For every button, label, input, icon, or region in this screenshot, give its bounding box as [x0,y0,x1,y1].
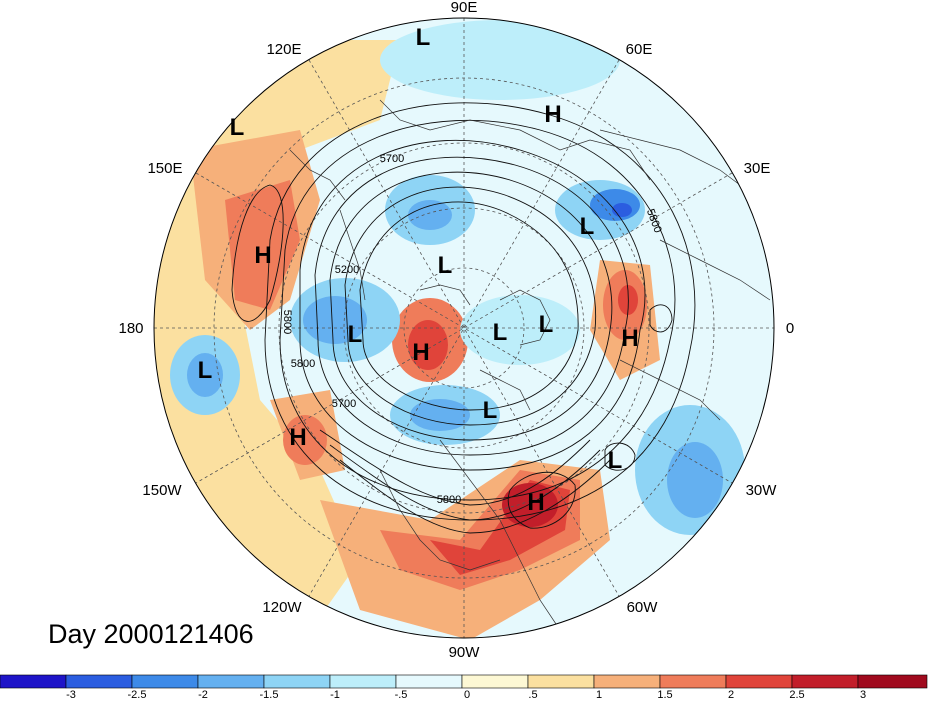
colorbar-tick-label: 2 [727,689,735,701]
pressure-system-marker: L [230,114,245,141]
colorbar-tick-label: 1 [595,689,603,701]
colorbar-swatch [263,674,331,689]
colorbar-tick-label: -1 [330,689,340,701]
colorbar [0,674,928,689]
pressure-system-marker: L [580,213,595,240]
pressure-system-marker: L [438,252,453,279]
pressure-system-marker: L [483,397,498,424]
colorbar-tick-label: -.5 [394,689,408,701]
colorbar-tick-label: -2 [198,689,208,701]
pressure-system-marker: L [539,311,554,338]
colorbar-tick-label: 3 [859,689,867,701]
pressure-system-marker: L [493,319,508,346]
lon-label-120e: 120E [266,41,301,58]
pressure-system-marker: L [198,357,213,384]
contour-label: 5700 [380,153,404,165]
colorbar-tick-label: -2.5 [127,689,147,701]
lon-label-30e: 30E [744,160,771,177]
colorbar-tick-label: -1.5 [259,689,279,701]
lon-label-90e: 90E [451,0,478,16]
coastlines [289,99,771,631]
colorbar-swatch [131,674,199,689]
colorbar-swatch [197,674,265,689]
graticule [154,18,774,638]
pressure-system-marker: L [608,447,623,474]
lon-label-0: 0 [786,320,794,337]
colorbar-swatch [593,674,661,689]
pressure-system-marker: H [289,424,306,451]
map-border [153,17,775,639]
colorbar-tick-label: 0 [463,689,471,701]
lon-label-120w: 120W [262,599,302,616]
contour-label: 5800 [437,494,461,506]
colorbar-swatch [0,674,67,689]
colorbar-tick-label: 1.5 [657,689,673,701]
lon-label-150w: 150W [142,482,182,499]
colorbar-swatch [725,674,793,689]
pressure-system-marker: L [348,321,363,348]
colorbar-tick-label: 2.5 [789,689,805,701]
colorbar-swatch [395,674,463,689]
lon-label-90w: 90W [449,644,481,661]
lon-label-180: 180 [118,320,143,337]
height-contours [231,102,696,534]
lon-label-60w: 60W [627,599,659,616]
pressure-system-marker: L [416,24,431,51]
contour-label: 5800 [281,310,293,334]
pressure-system-marker: H [412,339,429,366]
colorbar-swatch [461,674,529,689]
colorbar-swatch [527,674,595,689]
pressure-system-marker: H [621,325,638,352]
colorbar-tick-label: .5 [528,689,538,701]
lon-label-150e: 150E [147,160,182,177]
colorbar-swatch [659,674,727,689]
lon-label-30w: 30W [746,482,778,499]
colorbar-swatch [857,674,928,689]
pressure-system-marker: H [544,101,561,128]
colorbar-swatch [791,674,859,689]
colorbar-swatch [65,674,133,689]
pressure-system-marker: H [254,242,271,269]
colorbar-swatch [329,674,397,689]
colorbar-tick-label: -3 [66,689,76,701]
contour-label: 5800 [291,358,315,370]
date-title: Day 2000121406 [48,619,254,649]
contour-label: 5200 [335,264,359,276]
pressure-system-marker: H [527,489,544,516]
contour-label: 5700 [332,398,356,410]
lon-label-60e: 60E [626,41,653,58]
